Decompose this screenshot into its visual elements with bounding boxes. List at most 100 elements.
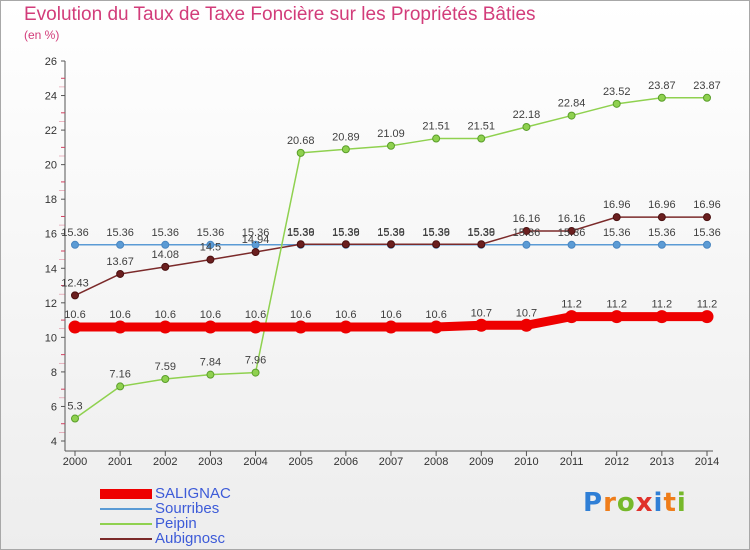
data-label-aubignosc: 12.43 xyxy=(61,277,89,289)
data-point-salignac xyxy=(158,320,172,334)
data-point-salignac xyxy=(610,310,624,324)
data-label-aubignosc: 14.08 xyxy=(152,249,180,261)
data-point-peipin xyxy=(251,368,260,377)
data-point-salignac xyxy=(203,320,217,334)
data-label-peipin: 7.59 xyxy=(155,361,176,373)
data-label-salignac: 10.6 xyxy=(245,309,266,321)
logo-letter: i xyxy=(653,488,664,518)
data-label-salignac: 10.6 xyxy=(200,309,221,321)
data-point-salignac xyxy=(519,318,533,332)
data-point-sourribes xyxy=(161,240,170,249)
data-label-aubignosc: 14.94 xyxy=(242,234,270,246)
data-label-aubignosc: 15.39 xyxy=(422,226,450,238)
logo-letter: o xyxy=(616,488,636,518)
data-point-sourribes xyxy=(71,240,79,249)
data-label-salignac: 11.2 xyxy=(561,299,582,311)
proxiti-logo: Proxiti xyxy=(583,488,687,518)
x-tick-label: 2014 xyxy=(695,456,719,468)
data-point-sourribes xyxy=(657,240,666,249)
y-tick-label: 20 xyxy=(45,160,57,172)
data-label-aubignosc: 14.5 xyxy=(200,242,221,254)
data-label-sourribes: 15.36 xyxy=(152,227,180,239)
data-point-salignac xyxy=(474,318,488,332)
data-point-peipin xyxy=(657,93,666,102)
data-label-sourribes: 15.36 xyxy=(603,227,631,239)
data-point-peipin xyxy=(71,414,79,423)
data-point-peipin xyxy=(477,134,486,143)
y-tick-label: 26 xyxy=(45,56,57,68)
data-label-sourribes: 15.36 xyxy=(287,227,315,239)
data-label-peipin: 23.87 xyxy=(693,80,721,92)
data-label-aubignosc: 15.39 xyxy=(377,226,405,238)
data-label-aubignosc: 16.16 xyxy=(558,213,586,225)
data-label-peipin: 23.87 xyxy=(648,80,676,92)
data-label-peipin: 7.96 xyxy=(245,355,266,367)
y-tick-label: 24 xyxy=(45,91,57,103)
data-label-peipin: 21.09 xyxy=(377,128,405,140)
data-point-peipin xyxy=(567,111,576,120)
data-label-aubignosc: 16.16 xyxy=(513,213,541,225)
data-label-aubignosc: 15.39 xyxy=(287,226,315,238)
data-label-sourribes: 15.36 xyxy=(377,227,405,239)
data-label-peipin: 20.68 xyxy=(287,135,315,147)
x-tick-label: 2002 xyxy=(153,456,177,468)
x-tick-label: 2001 xyxy=(108,456,132,468)
data-point-peipin xyxy=(387,141,395,150)
data-label-salignac: 11.2 xyxy=(606,299,627,311)
x-tick-label: 2011 xyxy=(560,456,584,468)
data-point-aubignosc xyxy=(522,226,531,235)
data-point-aubignosc xyxy=(612,213,621,222)
data-point-aubignosc xyxy=(206,255,215,264)
x-tick-label: 2012 xyxy=(604,456,628,468)
y-tick-label: 18 xyxy=(45,194,57,206)
data-point-salignac xyxy=(339,320,353,334)
x-tick-label: 2013 xyxy=(650,456,674,468)
data-label-peipin: 5.3 xyxy=(67,401,82,413)
data-label-peipin: 7.84 xyxy=(200,357,221,369)
data-point-aubignosc xyxy=(567,226,576,235)
data-label-aubignosc: 15.39 xyxy=(332,226,360,238)
data-point-aubignosc xyxy=(71,291,79,300)
data-point-aubignosc xyxy=(251,248,260,257)
data-label-salignac: 11.2 xyxy=(652,299,673,311)
data-point-salignac xyxy=(565,310,579,324)
x-tick-label: 2000 xyxy=(63,456,87,468)
data-point-aubignosc xyxy=(703,213,711,222)
legend-swatch-peipin xyxy=(100,522,152,525)
data-point-aubignosc xyxy=(432,240,441,249)
data-label-peipin: 20.89 xyxy=(332,131,360,143)
legend-label-aubignosc: Aubignosc xyxy=(155,530,226,547)
data-label-sourribes: 15.36 xyxy=(468,227,496,239)
y-tick-label: 8 xyxy=(51,367,57,379)
data-point-sourribes xyxy=(206,240,215,249)
data-point-aubignosc xyxy=(657,213,666,222)
data-point-peipin xyxy=(612,99,621,108)
y-tick-label: 6 xyxy=(51,401,57,413)
data-point-aubignosc xyxy=(116,269,125,278)
data-label-peipin: 22.84 xyxy=(558,98,586,110)
data-label-sourribes: 15.36 xyxy=(648,227,676,239)
legend-label-sourribes: Sourribes xyxy=(155,500,220,517)
data-label-aubignosc: 13.67 xyxy=(106,256,134,268)
data-point-salignac xyxy=(68,320,82,334)
data-point-sourribes xyxy=(612,240,621,249)
data-label-peipin: 22.18 xyxy=(513,109,541,121)
data-point-sourribes xyxy=(703,240,711,249)
data-label-sourribes: 15.36 xyxy=(422,227,450,239)
data-label-sourribes: 15.36 xyxy=(197,227,225,239)
logo-letter: i xyxy=(676,488,687,518)
data-label-aubignosc: 16.96 xyxy=(603,199,631,211)
data-point-salignac xyxy=(113,320,127,334)
data-point-peipin xyxy=(116,382,125,391)
legend-label-peipin: Peipin xyxy=(155,515,197,532)
data-point-sourribes xyxy=(522,240,531,249)
data-label-aubignosc: 16.96 xyxy=(693,199,721,211)
data-label-sourribes: 15.36 xyxy=(61,227,89,239)
data-label-salignac: 10.6 xyxy=(335,309,356,321)
legend-swatch-salignac xyxy=(100,488,152,499)
logo-letter: x xyxy=(635,488,654,518)
chart-subtitle: (en %) xyxy=(24,28,60,42)
x-tick-label: 2004 xyxy=(243,456,267,468)
data-label-sourribes: 15.36 xyxy=(242,227,270,239)
x-tick-label: 2007 xyxy=(379,456,403,468)
